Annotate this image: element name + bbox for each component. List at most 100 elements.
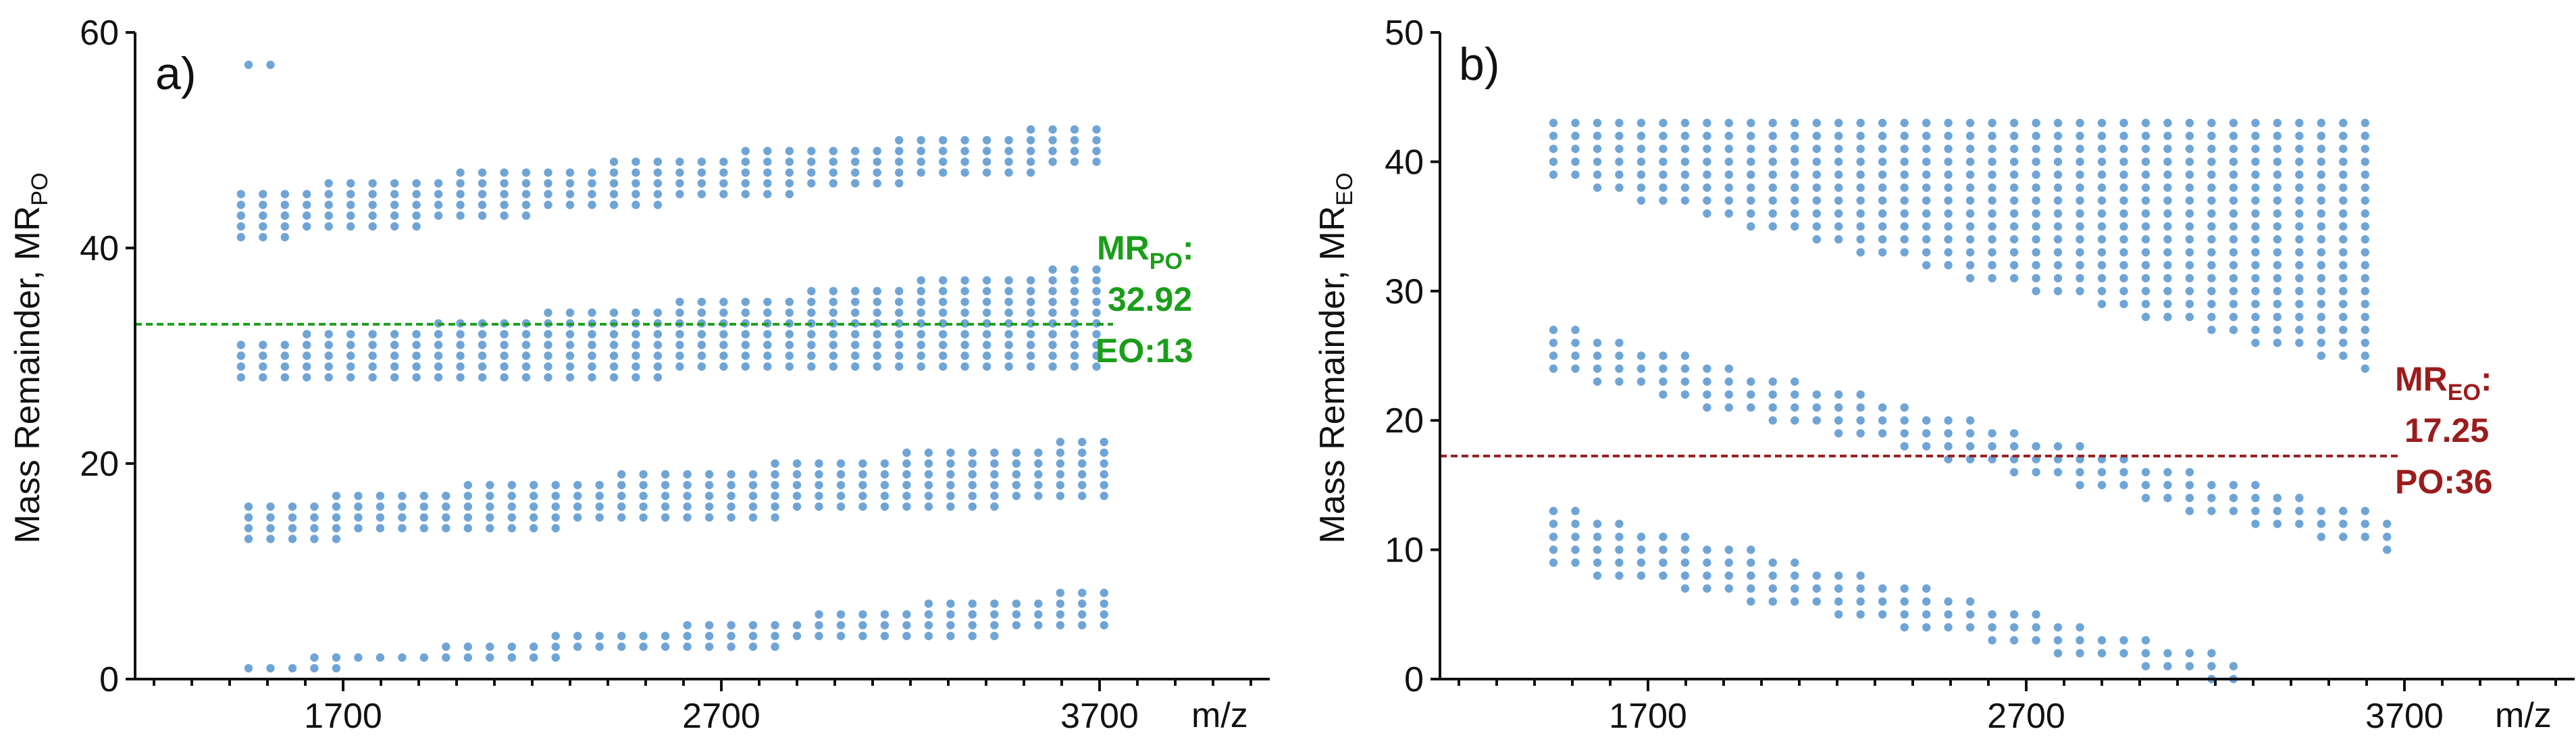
data-point: [748, 621, 758, 630]
data-point: [2339, 222, 2348, 231]
data-point: [1659, 157, 1668, 166]
data-point: [924, 448, 933, 457]
data-point: [1070, 341, 1079, 349]
data-point: [1834, 571, 1843, 580]
data-point: [2141, 261, 2150, 270]
data-point: [2185, 131, 2194, 141]
data-point: [836, 621, 846, 630]
data-point: [588, 351, 596, 360]
data-point: [2097, 261, 2107, 270]
data-point: [2361, 118, 2369, 128]
data-point: [2251, 183, 2260, 192]
data-point: [1004, 297, 1013, 306]
data-point: [1768, 416, 1777, 425]
data-point: [1834, 222, 1843, 231]
data-point: [2273, 170, 2282, 179]
data-point: [1922, 222, 1931, 231]
data-point: [1571, 532, 1580, 541]
data-point: [1637, 118, 1646, 128]
data-point: [2207, 274, 2216, 282]
data-point: [1878, 157, 1887, 166]
data-point: [486, 513, 494, 522]
data-point: [939, 286, 948, 295]
data-point: [1571, 131, 1580, 141]
data-point: [1549, 170, 1558, 179]
data-point: [763, 330, 772, 339]
data-point: [675, 190, 684, 199]
data-point: [697, 341, 706, 349]
data-point: [880, 470, 890, 479]
data-point: [1078, 599, 1087, 608]
data-point: [895, 157, 904, 166]
panel-b-annotation-value: 17.25: [2404, 412, 2489, 449]
data-point: [376, 502, 385, 511]
data-point: [1571, 520, 1580, 528]
data-point: [303, 211, 311, 220]
data-point: [792, 491, 802, 501]
data-point: [1680, 131, 1690, 141]
data-point: [771, 513, 779, 522]
data-point: [661, 470, 670, 479]
data-point: [917, 147, 925, 155]
data-point: [1856, 390, 1865, 399]
data-point: [1004, 136, 1013, 145]
data-point: [1659, 170, 1668, 179]
data-point: [303, 190, 311, 199]
data-point: [332, 664, 341, 673]
data-point: [368, 190, 377, 199]
data-point: [1834, 610, 1843, 619]
data-point: [1637, 351, 1646, 360]
data-point: [982, 286, 991, 295]
data-point: [2185, 662, 2194, 671]
data-point: [807, 286, 816, 295]
data-point: [2339, 520, 2348, 528]
data-point: [968, 491, 977, 501]
data-point: [1988, 170, 1997, 179]
data-point: [2163, 235, 2172, 244]
data-point: [1944, 442, 1953, 451]
data-point: [895, 362, 904, 371]
data-point: [2076, 157, 2084, 166]
data-point: [1856, 145, 1865, 153]
data-point: [2009, 196, 2019, 205]
data-point: [719, 297, 728, 306]
data-point: [2141, 636, 2150, 645]
data-point: [939, 276, 948, 285]
data-point: [982, 362, 991, 371]
data-point: [1659, 351, 1668, 360]
data-point: [836, 491, 846, 501]
data-point: [2207, 196, 2216, 205]
data-point: [946, 621, 955, 630]
data-point: [368, 211, 377, 220]
data-point: [653, 351, 663, 360]
data-point: [990, 491, 999, 501]
data-point: [354, 653, 363, 662]
data-point: [2097, 299, 2107, 309]
data-point: [2295, 507, 2304, 516]
data-point: [2273, 312, 2282, 322]
data-point: [1070, 276, 1079, 285]
data-point: [2339, 183, 2348, 192]
data-point: [280, 341, 289, 349]
data-point: [1593, 131, 1602, 141]
data-point: [2207, 662, 2216, 671]
data-point: [2229, 183, 2238, 192]
data-point: [1724, 170, 1733, 179]
data-point: [1571, 351, 1580, 360]
data-point: [2251, 196, 2260, 205]
data-point: [1070, 308, 1079, 317]
data-point: [1593, 558, 1602, 567]
data-point: [1593, 364, 1602, 373]
data-point: [2076, 235, 2084, 244]
data-point: [873, 308, 881, 317]
data-point: [2317, 196, 2325, 205]
panel-a-label: a): [155, 48, 196, 99]
data-point: [310, 513, 319, 522]
data-point: [1944, 183, 1953, 192]
data-point: [697, 179, 706, 188]
data-point: [2141, 480, 2150, 490]
data-point: [1965, 196, 1975, 205]
data-point: [2251, 326, 2260, 334]
data-point: [880, 632, 890, 641]
data-point: [2097, 248, 2107, 257]
